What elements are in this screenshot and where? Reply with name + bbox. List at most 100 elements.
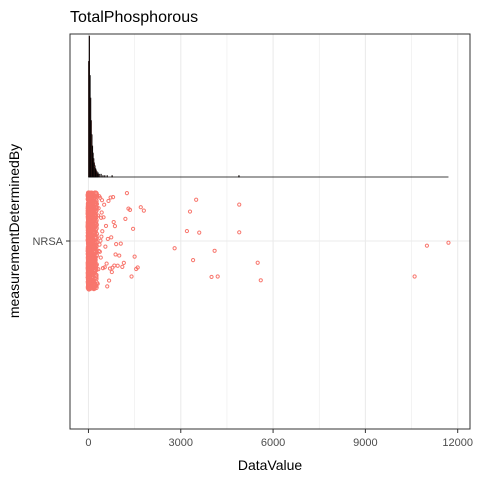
data-point [132,254,137,259]
data-point [121,260,126,265]
data-points [85,190,451,292]
data-point [92,190,99,196]
data-point [96,206,101,211]
data-point [209,274,214,280]
data-point [106,278,112,283]
data-point [127,207,133,212]
data-point [85,250,92,257]
data-point [141,208,146,213]
data-point [85,278,92,285]
x-tick-label: 3000 [169,437,193,449]
histogram [88,35,449,178]
data-point [91,206,97,212]
x-axis-title: DataValue [238,457,303,473]
data-point [190,258,196,263]
data-point [103,223,109,229]
data-point [98,238,103,243]
data-point [92,257,98,264]
data-point [93,221,99,228]
data-point [108,195,113,200]
data-point [123,216,128,221]
data-point [85,285,92,291]
plot-border [69,33,471,430]
data-point [85,254,92,260]
data-point [96,267,101,272]
data-point [85,248,92,255]
y-axis: NRSA [32,236,70,248]
chart-title: TotalPhosphorous [70,9,198,26]
data-point [184,228,190,234]
data-point [112,223,118,229]
x-axis: 0 3000 6000 9000 12000 [85,429,473,449]
data-point [255,260,260,265]
data-point [85,256,92,263]
data-point [99,198,105,203]
data-point [92,283,99,289]
data-point [258,278,263,283]
data-point [98,215,104,220]
data-point [93,193,100,199]
data-point [93,272,99,278]
data-point [98,255,103,260]
data-point [138,205,143,210]
data-point [97,249,102,254]
data-point [90,225,96,231]
data-point [109,269,114,275]
data-point [85,196,92,202]
data-point [102,202,107,207]
data-point [197,230,202,235]
histogram-bar [98,173,100,178]
data-point [105,284,110,289]
data-point [118,241,123,246]
data-point [100,229,105,234]
data-point [93,252,99,258]
data-point [135,265,140,270]
data-point [93,233,99,239]
data-point [110,195,116,200]
x-tick-label: 12000 [442,437,473,449]
data-point [105,236,110,242]
plot-panel [69,33,471,430]
data-point [215,274,220,279]
histogram-bar [100,173,102,178]
x-tick-label: 0 [85,437,91,449]
data-point [124,191,130,196]
data-point [117,253,122,258]
plot-background [70,34,470,429]
data-point [194,197,199,202]
data-point [446,240,451,245]
histogram-bar [97,172,99,178]
data-point [109,235,114,240]
data-point [412,274,417,279]
data-point [86,190,92,197]
data-point [86,235,92,242]
y-tick-label: NRSA [32,236,63,248]
data-point [104,261,109,266]
data-point [95,213,101,218]
data-point [114,242,119,247]
data-point [187,209,193,214]
data-point [237,230,242,235]
data-point [97,242,102,247]
data-point [87,245,93,252]
data-point [99,210,104,215]
data-point [103,244,108,249]
data-point [130,226,136,231]
data-point [93,236,99,242]
data-point [85,230,92,237]
data-point [88,212,95,219]
data-point [113,252,118,257]
data-point [106,198,111,204]
data-point [212,248,217,253]
data-point [95,281,100,286]
data-point [87,238,93,245]
x-tick-label: 6000 [261,437,285,449]
data-point [129,274,134,279]
data-point [237,202,242,207]
data-point [102,265,107,270]
data-point [120,264,125,269]
data-point [88,278,94,285]
data-point [86,199,92,206]
data-point [172,246,177,251]
